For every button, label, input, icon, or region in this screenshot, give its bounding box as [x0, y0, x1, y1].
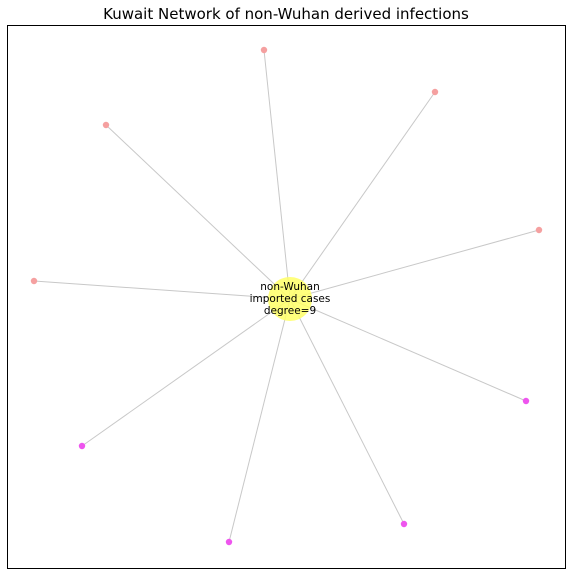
edge-leaf-7	[81, 298, 291, 447]
edge-leaf-4	[289, 229, 540, 300]
edge-leaf-3	[105, 124, 291, 300]
edge-leaf-1	[263, 49, 291, 300]
hub-node-group: non-Wuhan imported cases degree=9	[250, 277, 331, 321]
leaf-node-leaf-7	[78, 442, 86, 450]
leaf-node-leaf-3	[102, 121, 110, 129]
edge-leaf-2	[289, 91, 436, 300]
edge-leaf-5	[33, 280, 291, 300]
leaf-node-leaf-9	[225, 538, 233, 546]
leaf-node-leaf-1	[260, 46, 268, 54]
leaf-nodes-layer	[30, 46, 543, 546]
edge-leaf-9	[228, 298, 291, 543]
edges-layer	[33, 49, 540, 543]
leaf-node-leaf-4	[535, 226, 543, 234]
leaf-node-leaf-6	[522, 397, 530, 405]
hub-label-line-1: non-Wuhan	[260, 281, 320, 293]
hub-label-line-2: imported cases	[250, 293, 331, 305]
leaf-node-leaf-8	[400, 520, 408, 528]
hub-node	[268, 277, 312, 321]
edge-leaf-6	[289, 298, 527, 402]
hub-label-line-3: degree=9	[264, 305, 316, 317]
figure-title: Kuwait Network of non-Wuhan derived infe…	[103, 5, 469, 23]
leaf-node-leaf-2	[431, 88, 439, 96]
leaf-node-leaf-5	[30, 277, 38, 285]
edge-leaf-8	[289, 298, 405, 525]
